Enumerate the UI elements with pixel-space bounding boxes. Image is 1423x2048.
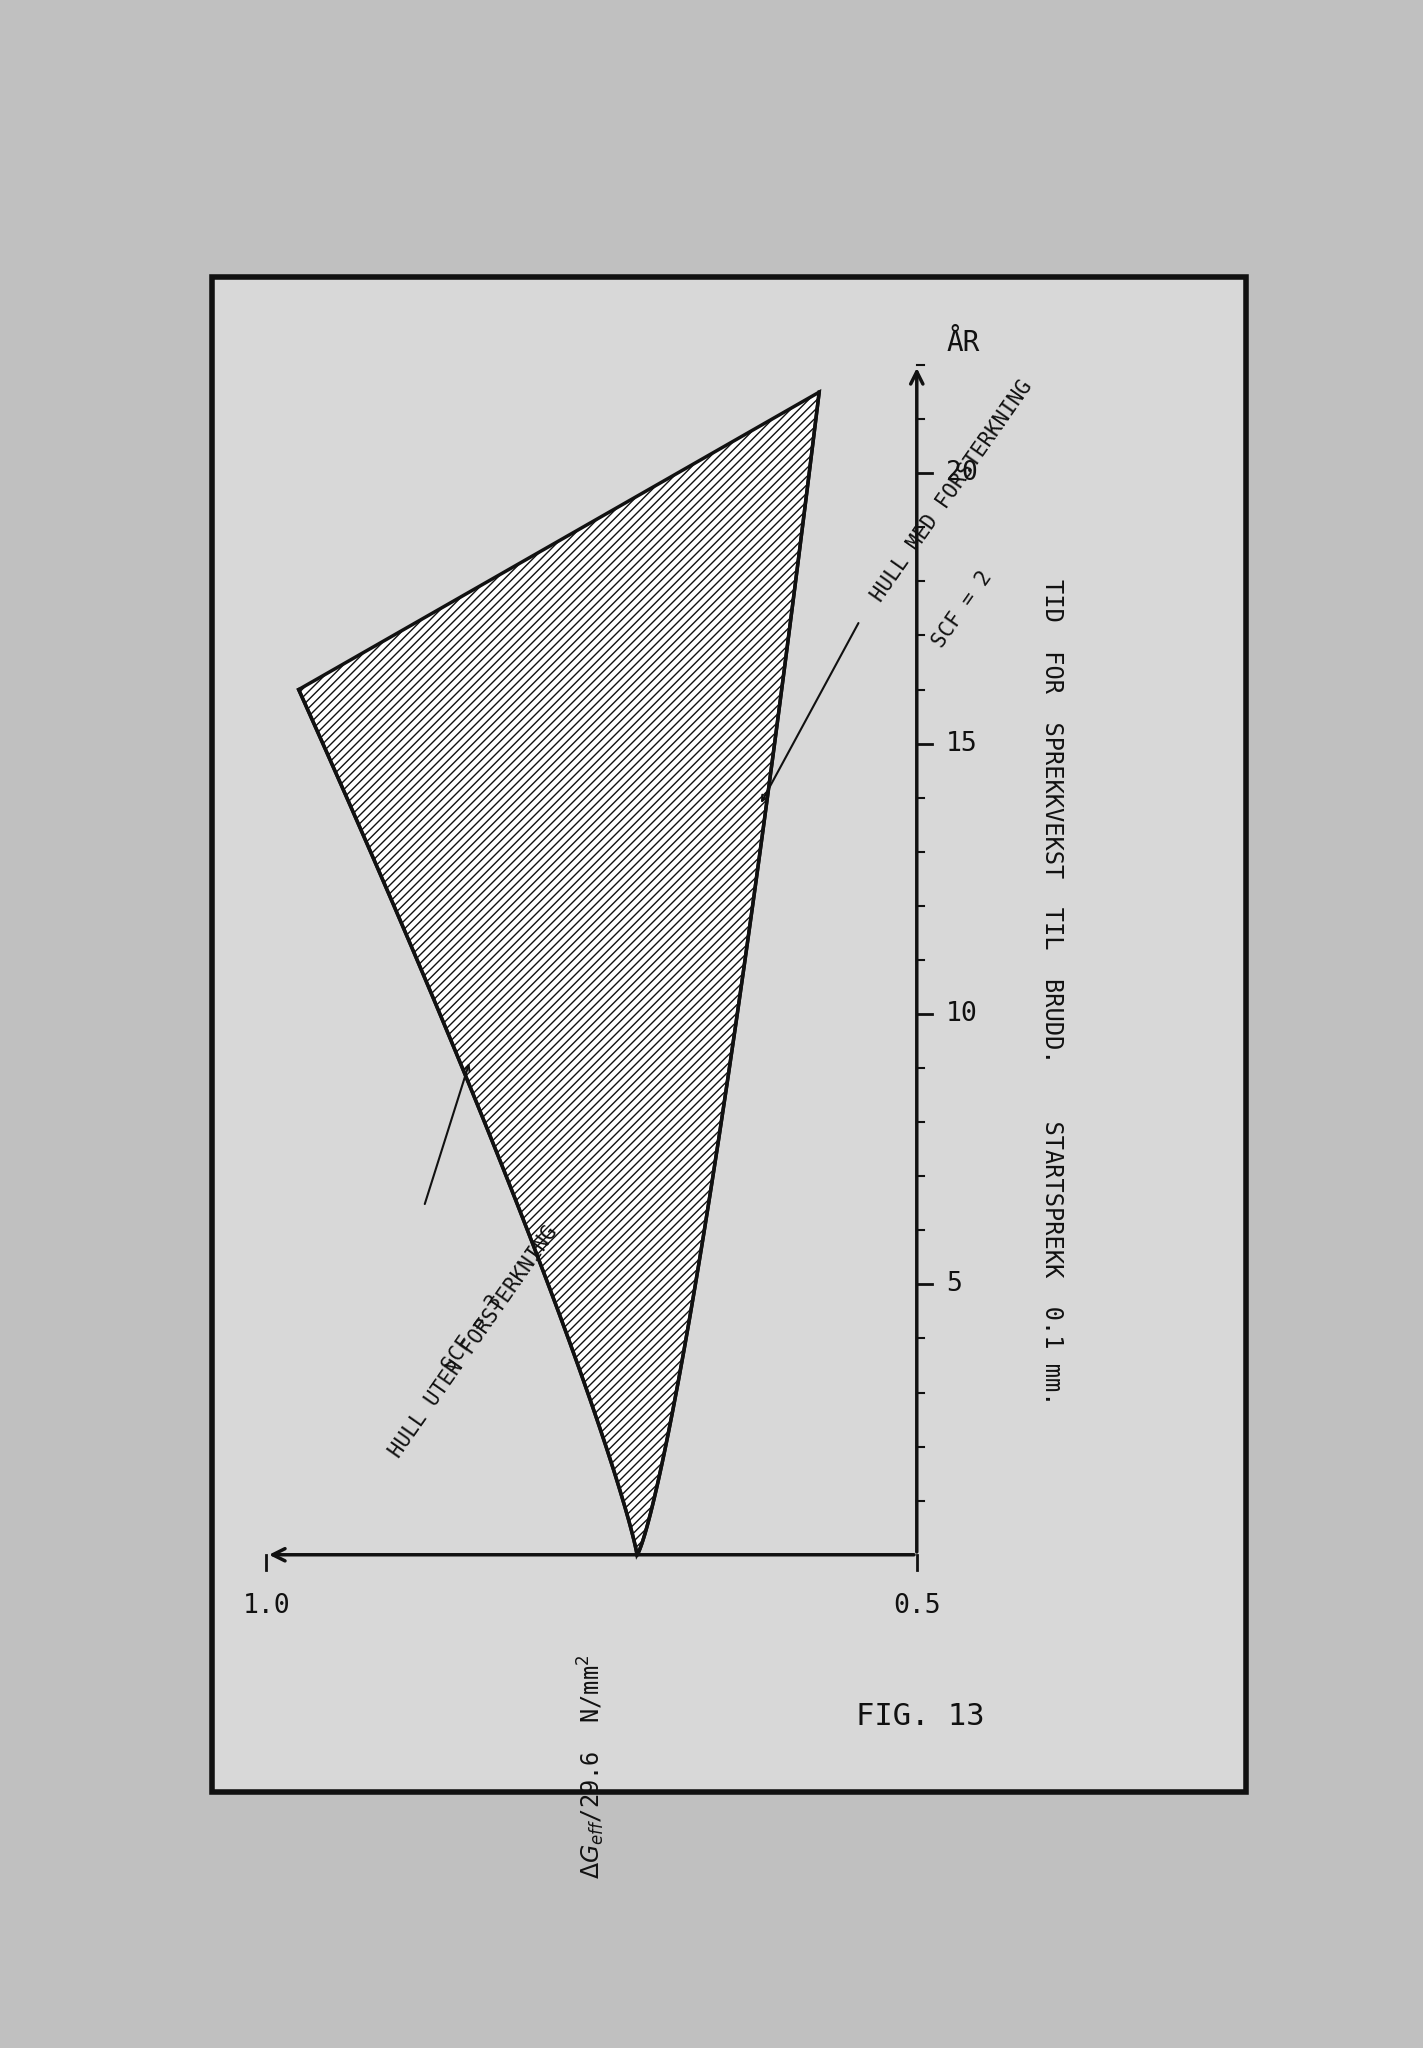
Text: 1.0: 1.0 [242, 1593, 290, 1620]
Text: ÅR: ÅR [946, 330, 979, 358]
Text: SCF = 3: SCF = 3 [440, 1292, 507, 1376]
Text: HULL MED FORSTERKNING: HULL MED FORSTERKNING [868, 377, 1036, 606]
Text: HULL UTEN FORSTERKNING: HULL UTEN FORSTERKNING [386, 1223, 561, 1460]
Text: $\Delta G_{eff}$/29.6  N/mm$^2$: $\Delta G_{eff}$/29.6 N/mm$^2$ [575, 1655, 606, 1880]
Polygon shape [299, 391, 820, 1554]
Text: 10: 10 [946, 1001, 978, 1026]
Text: SCF = 2: SCF = 2 [929, 567, 996, 651]
Text: 5: 5 [946, 1272, 962, 1296]
Text: FIG. 13: FIG. 13 [857, 1702, 985, 1731]
Text: 20: 20 [946, 461, 978, 485]
Text: TID  FOR  SPREKKVEKST  TIL  BRUDD.    STARTSPREKK  0.1 mm.: TID FOR SPREKKVEKST TIL BRUDD. STARTSPRE… [1040, 580, 1063, 1405]
Text: 0.5: 0.5 [894, 1593, 941, 1620]
Text: 15: 15 [946, 731, 978, 756]
